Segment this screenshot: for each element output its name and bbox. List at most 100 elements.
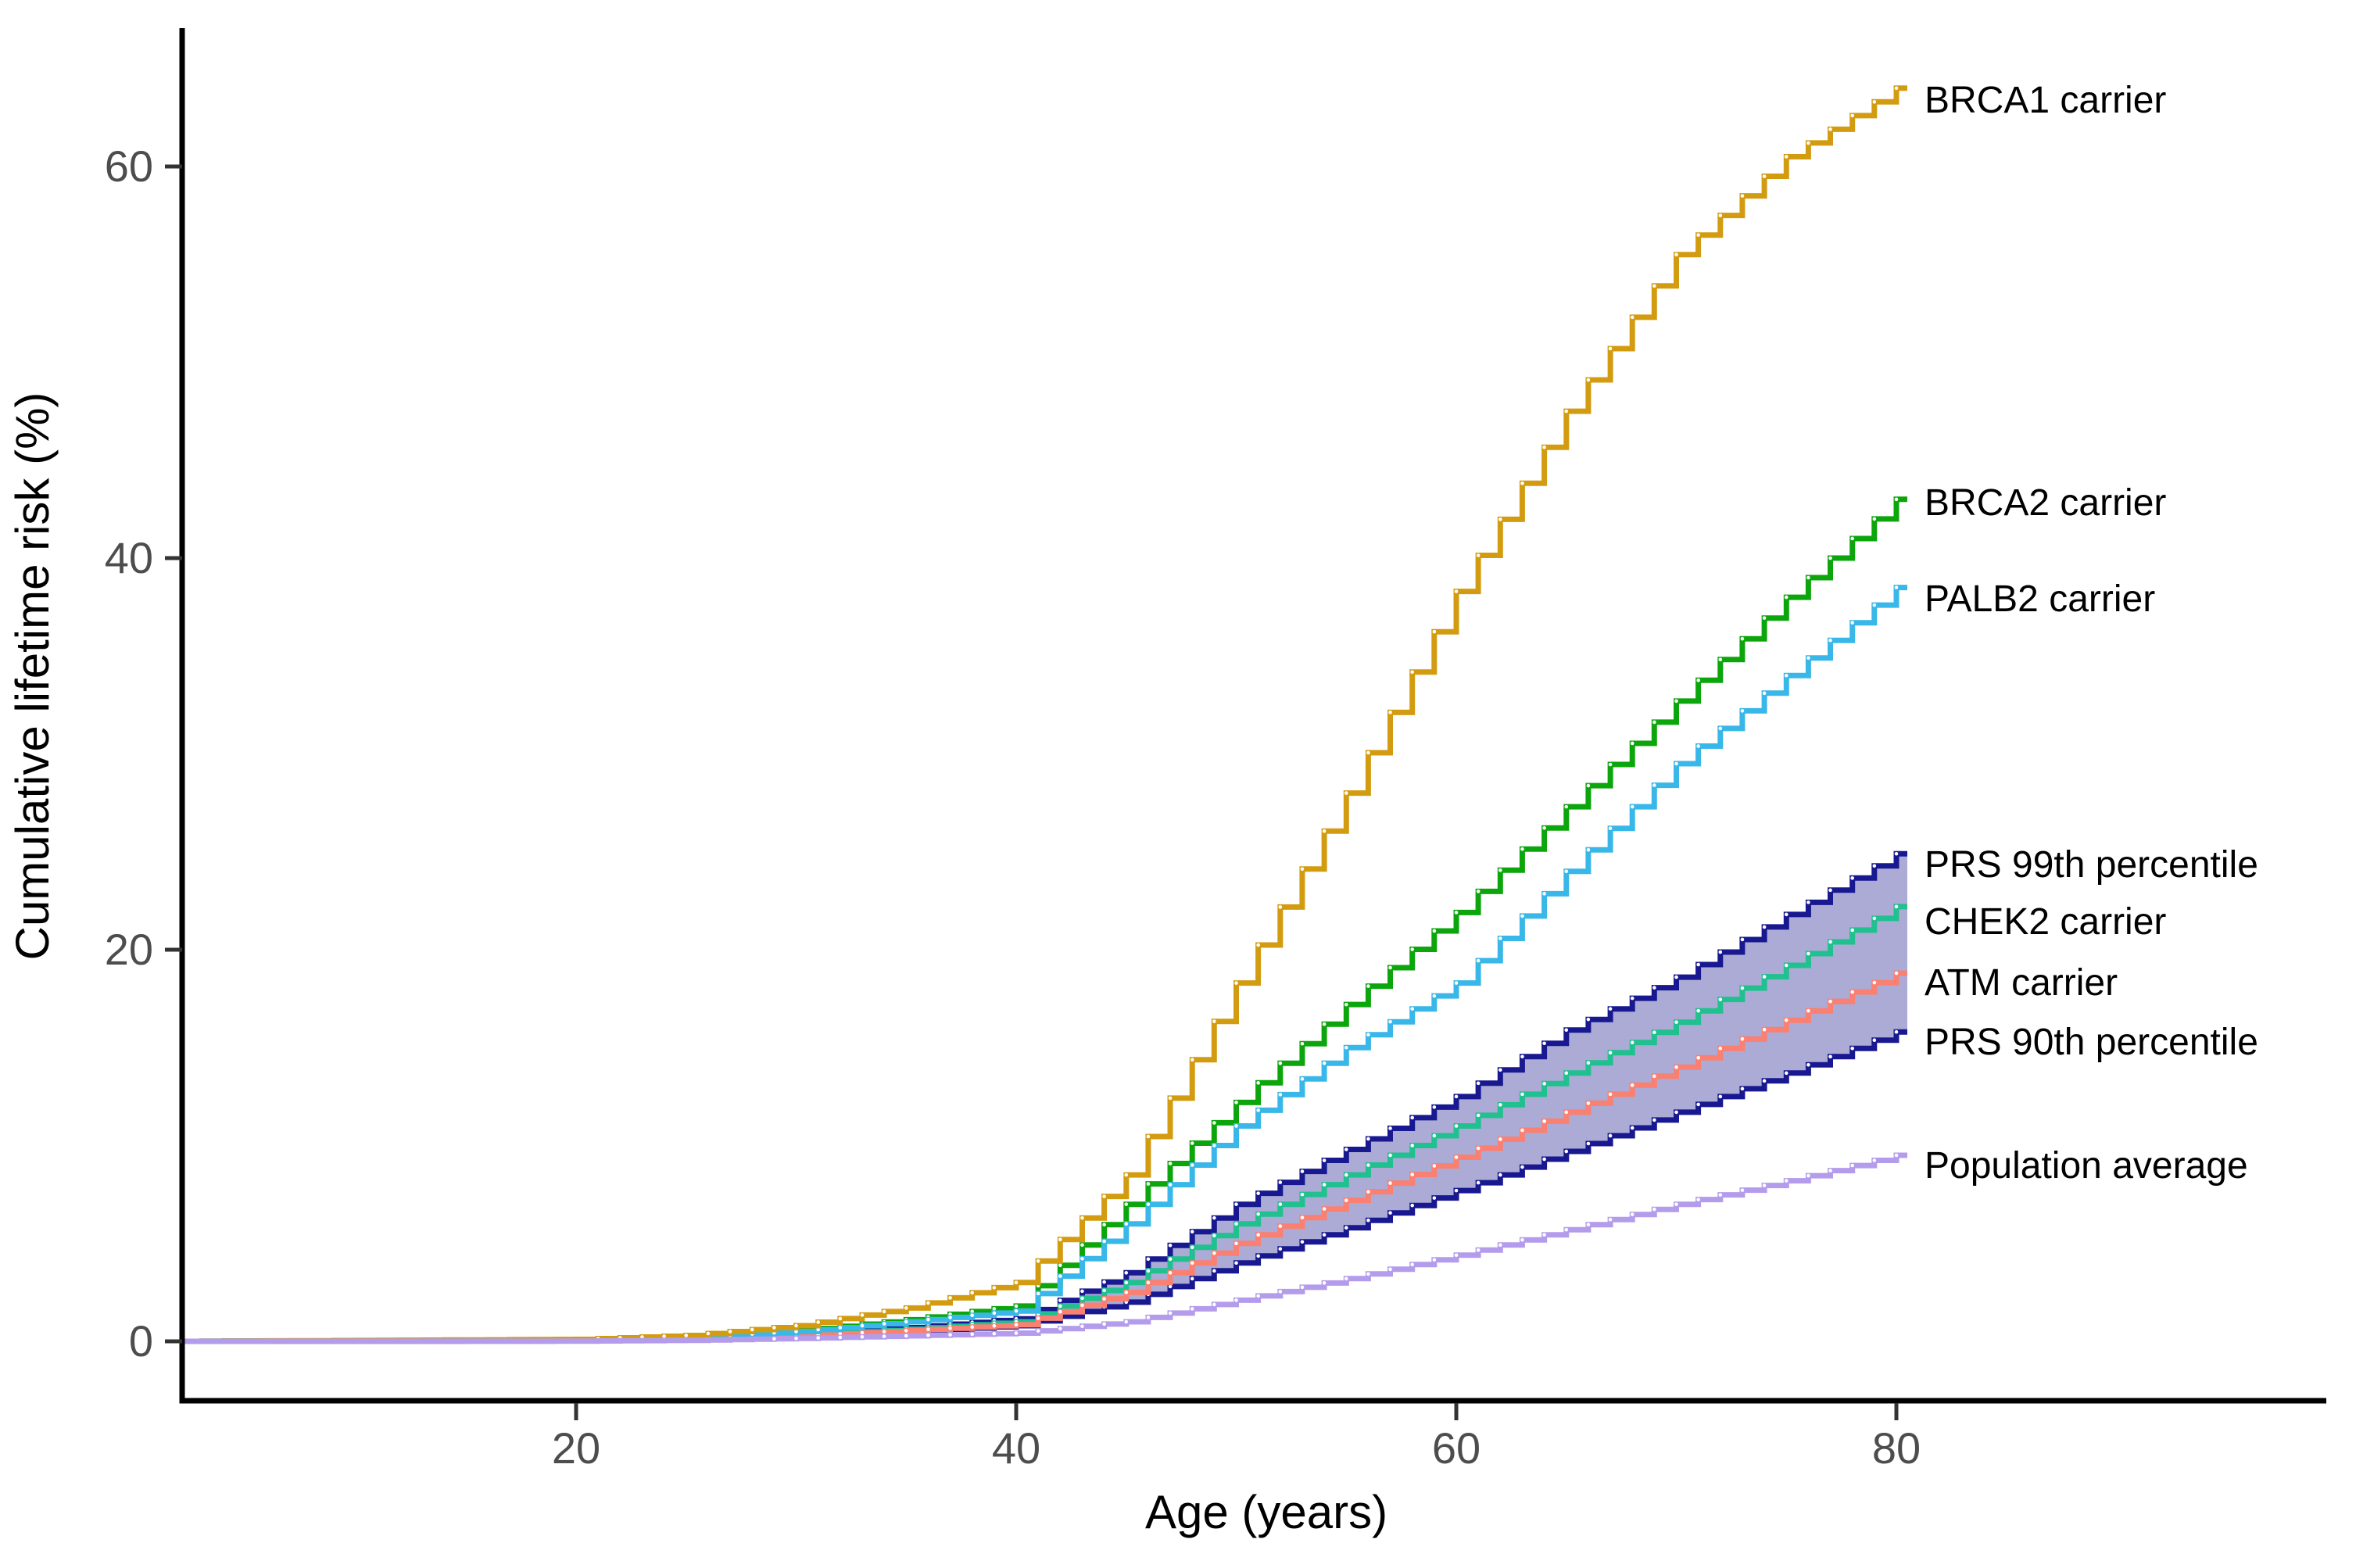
data-point-marker	[1806, 1173, 1810, 1178]
data-point-marker	[1564, 1110, 1569, 1115]
data-point-marker	[1696, 1008, 1700, 1013]
data-point-marker	[992, 1286, 997, 1290]
data-point-marker	[1168, 1311, 1173, 1316]
data-point-marker	[1476, 553, 1481, 557]
data-point-marker	[1080, 1303, 1084, 1308]
data-point-marker	[948, 1316, 952, 1319]
data-point-marker	[1190, 1230, 1194, 1234]
data-point-marker	[1212, 1144, 1216, 1147]
data-point-marker	[1872, 517, 1877, 521]
data-point-marker	[1300, 1192, 1305, 1197]
x-axis-title: Age (years)	[1145, 1486, 1387, 1538]
data-point-marker	[1718, 1046, 1723, 1051]
data-point-marker	[1366, 1218, 1370, 1223]
data-point-marker	[1652, 720, 1656, 725]
data-point-marker	[1322, 1158, 1327, 1162]
data-point-marker	[1410, 947, 1414, 951]
data-point-marker	[1586, 1141, 1591, 1146]
data-point-marker	[1146, 1182, 1151, 1186]
data-point-marker	[1872, 1038, 1877, 1043]
data-point-marker	[926, 1327, 930, 1332]
data-point-marker	[1058, 1298, 1062, 1302]
data-point-marker	[1696, 1102, 1700, 1107]
data-point-marker	[1102, 1288, 1106, 1293]
data-point-marker	[1894, 904, 1899, 909]
data-point-marker	[1322, 1183, 1327, 1187]
curve-label-brca2-carrier: BRCA2 carrier	[1925, 482, 2166, 524]
data-point-marker	[1740, 194, 1745, 198]
data-point-marker	[1212, 1121, 1216, 1125]
data-point-marker	[1190, 1163, 1194, 1167]
data-point-marker	[1454, 1188, 1459, 1193]
data-point-marker	[684, 1334, 689, 1337]
data-point-marker	[1586, 1061, 1591, 1065]
data-point-marker	[1630, 1083, 1635, 1087]
y-tick-label: 20	[105, 925, 153, 974]
data-point-marker	[1894, 585, 1899, 589]
data-point-marker	[1058, 1304, 1062, 1308]
data-point-marker	[992, 1307, 997, 1311]
data-point-marker	[1168, 1271, 1173, 1275]
data-point-marker	[1542, 1082, 1546, 1086]
data-point-marker	[926, 1317, 930, 1322]
data-point-marker	[1388, 711, 1392, 714]
data-point-marker	[1564, 804, 1569, 809]
x-tick-label: 60	[1432, 1423, 1481, 1473]
data-point-marker	[1432, 929, 1437, 933]
data-point-marker	[1784, 595, 1788, 600]
data-point-marker	[1278, 1290, 1283, 1294]
data-point-marker	[948, 1333, 952, 1337]
data-point-marker	[1872, 1158, 1877, 1162]
data-point-marker	[794, 1330, 798, 1334]
data-point-marker	[1300, 1041, 1305, 1046]
data-point-marker	[1520, 1128, 1524, 1133]
data-point-marker	[1564, 1227, 1569, 1232]
data-point-marker	[1850, 876, 1854, 880]
data-point-marker	[1806, 141, 1810, 145]
data-point-marker	[1124, 1172, 1129, 1177]
data-point-marker	[970, 1309, 974, 1314]
data-point-marker	[772, 1326, 776, 1330]
data-point-marker	[1806, 1008, 1810, 1013]
data-point-marker	[1168, 1162, 1173, 1165]
data-point-marker	[1564, 1071, 1569, 1076]
data-point-marker	[1102, 1223, 1106, 1227]
data-point-marker	[1212, 1269, 1216, 1273]
data-point-marker	[1674, 1202, 1678, 1206]
data-point-marker	[1168, 1096, 1173, 1101]
data-point-marker	[1718, 1094, 1723, 1099]
data-point-marker	[1146, 1280, 1151, 1285]
data-point-marker	[1828, 940, 1832, 944]
data-point-marker	[1322, 1281, 1327, 1285]
data-point-marker	[1256, 1108, 1260, 1112]
data-point-marker	[772, 1337, 776, 1341]
data-point-marker	[1894, 497, 1899, 502]
data-point-marker	[1454, 1124, 1459, 1128]
data-point-marker	[1410, 1172, 1414, 1176]
data-point-marker	[1520, 1165, 1524, 1169]
data-point-marker	[1190, 1261, 1194, 1265]
data-point-marker	[1586, 1017, 1591, 1022]
data-point-marker	[1278, 1061, 1283, 1065]
data-point-marker	[1498, 1243, 1502, 1248]
data-point-marker	[1476, 1180, 1481, 1185]
data-point-marker	[1036, 1329, 1040, 1333]
data-point-marker	[1652, 1207, 1656, 1212]
data-point-marker	[1366, 1163, 1370, 1167]
data-point-marker	[1344, 1226, 1348, 1230]
data-point-marker	[1762, 975, 1767, 979]
data-point-marker	[794, 1323, 798, 1328]
data-point-marker	[1608, 1133, 1613, 1138]
data-point-marker	[1014, 1323, 1019, 1327]
curve-labels-layer: BRCA1 carrier BRCA2 carrier PALB2 carrier P…	[1925, 80, 2258, 1187]
data-point-marker	[1322, 1207, 1327, 1211]
data-point-marker	[1454, 981, 1459, 985]
data-point-marker	[1036, 1258, 1040, 1263]
data-point-marker	[1300, 1240, 1305, 1244]
data-point-marker	[1608, 346, 1613, 351]
data-point-marker	[1520, 1237, 1524, 1242]
data-point-marker	[1388, 1153, 1392, 1158]
data-point-marker	[1542, 445, 1546, 449]
data-point-marker	[1080, 1289, 1084, 1294]
data-point-marker	[1124, 1280, 1129, 1285]
